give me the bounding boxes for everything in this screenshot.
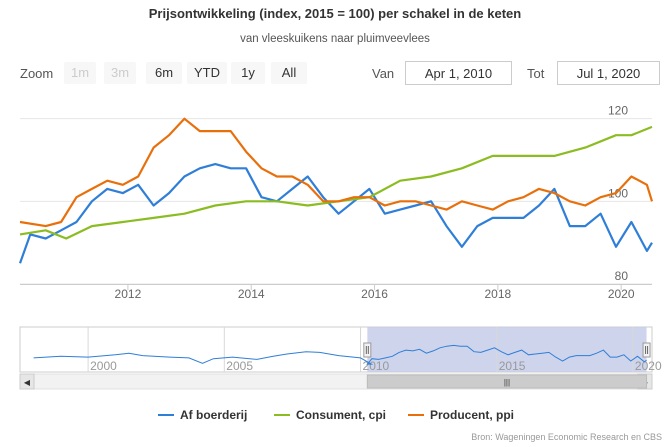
legend-item-producent[interactable]: Producent, ppi — [408, 408, 514, 422]
zoom-1y-button[interactable]: 1y — [231, 62, 265, 84]
chart-title: Prijsontwikkeling (index, 2015 = 100) pe… — [148, 6, 522, 21]
handle-body — [363, 342, 372, 358]
scroll-left-arrow-icon: ◀ — [24, 378, 31, 387]
zoom-3m-button[interactable]: 3m — [104, 62, 136, 84]
legend-swatch-consument — [274, 413, 290, 416]
scrollbar-thumb[interactable] — [366, 374, 648, 389]
navigator-year-label: 2020 — [635, 359, 662, 373]
legend-swatch-producent — [408, 413, 424, 416]
navigator-year-label: 2015 — [499, 359, 526, 373]
zoom-label: Zoom — [20, 66, 54, 81]
legend-item-consument[interactable]: Consument, cpi — [274, 408, 386, 422]
range-to-label: Tot — [527, 66, 545, 81]
scrollbar-grip-icon: ||| — [504, 378, 510, 387]
producent-line — [19, 117, 654, 228]
y-tick-label: 120 — [608, 104, 628, 118]
legend-label: Af boerderij — [180, 408, 248, 422]
legend-label: Consument, cpi — [296, 408, 387, 422]
y-tick-label: 100 — [608, 186, 628, 200]
handle-body — [642, 342, 651, 358]
zoom-1m-button[interactable]: 1m — [64, 62, 96, 84]
legend-item-af-boerderij[interactable]: Af boerderij — [158, 408, 247, 422]
credits: Bron: Wageningen Economic Research en CB… — [471, 432, 662, 442]
chart-subtitle: van vleeskuikens naar pluimveevlees — [240, 33, 430, 45]
navigator-left-handle[interactable] — [363, 342, 372, 358]
x-tick-label: 2012 — [115, 287, 142, 301]
range-to-input[interactable]: Jul 1, 2020 — [557, 61, 660, 85]
range-from-input[interactable]: Apr 1, 2010 — [405, 61, 512, 85]
zoom-6m-button[interactable]: 6m — [146, 62, 182, 84]
af-boerderij-line — [18, 163, 653, 264]
x-tick-label: 2020 — [608, 287, 635, 301]
legend-label: Producent, ppi — [430, 408, 514, 422]
zoom-ytd-button[interactable]: YTD — [187, 62, 227, 84]
legend-swatch-af-boerderij — [158, 413, 174, 416]
navigator-selected-range — [367, 327, 647, 372]
navigator-series-line — [33, 344, 647, 365]
y-tick-label: 80 — [615, 269, 629, 283]
navigator-year-label: 2000 — [90, 359, 117, 373]
navigator-year-label: 2005 — [226, 359, 253, 373]
navigator-right-handle[interactable] — [642, 342, 651, 358]
range-from-label: Van — [372, 66, 395, 81]
zoom-all-button[interactable]: All — [271, 62, 307, 84]
scrollbar-left-button[interactable] — [19, 373, 35, 390]
x-tick-label: 2018 — [485, 287, 512, 301]
x-tick-label: 2016 — [361, 287, 388, 301]
x-tick-label: 2014 — [238, 287, 265, 301]
